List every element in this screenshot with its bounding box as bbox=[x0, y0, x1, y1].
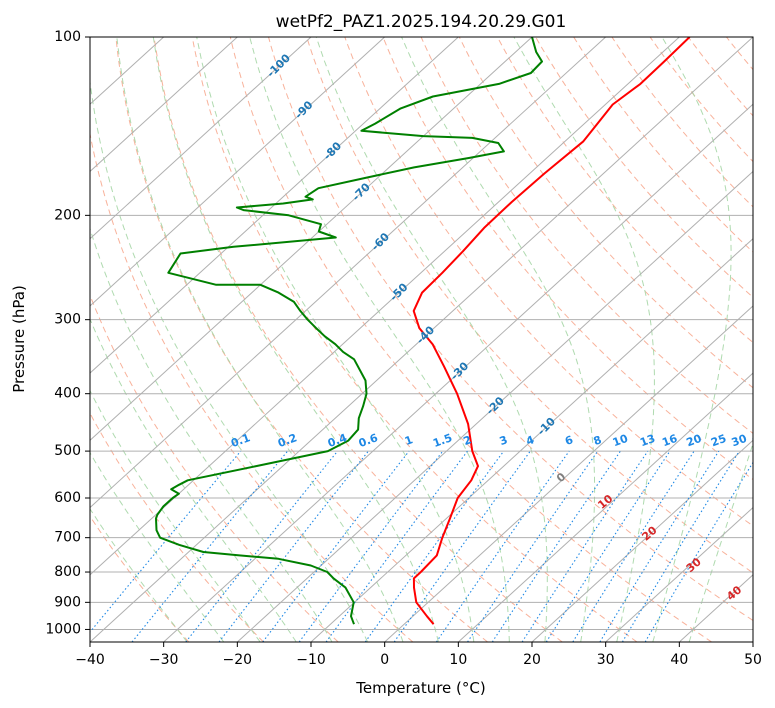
mixing-ratio-lines bbox=[90, 450, 753, 642]
mixing-ratio-line bbox=[545, 450, 671, 642]
x-tick-label: −40 bbox=[75, 652, 105, 668]
dry-adiabat-line bbox=[153, 37, 563, 642]
mixing-ratio-label: 16 bbox=[660, 432, 679, 450]
mixing-ratio-line bbox=[599, 450, 720, 642]
x-tick-label: −10 bbox=[296, 652, 326, 668]
x-tick-label: 50 bbox=[744, 652, 762, 668]
mixing-ratio-label: 30 bbox=[730, 432, 749, 450]
x-tick-label: 30 bbox=[597, 652, 615, 668]
dry-adiabat-line bbox=[458, 37, 753, 389]
plot-frame bbox=[89, 36, 754, 643]
y-tick-label: 900 bbox=[54, 594, 81, 610]
isotherm-line bbox=[90, 37, 607, 509]
dewpoint-profile-line bbox=[155, 37, 543, 625]
mixing-ratio-line bbox=[364, 450, 505, 642]
isotherm-line bbox=[90, 37, 238, 173]
mixing-ratio-label: 0.4 bbox=[326, 431, 349, 450]
mixing-ratio-label: 4 bbox=[524, 433, 536, 448]
isotherm-line bbox=[384, 305, 753, 642]
y-tick-label: 1000 bbox=[45, 621, 81, 637]
isotherm-line bbox=[457, 372, 753, 642]
mixing-ratio-line bbox=[393, 450, 531, 642]
mixing-ratio-line bbox=[467, 450, 599, 642]
x-tick-label: −30 bbox=[149, 652, 179, 668]
y-tick-label: 200 bbox=[54, 207, 81, 223]
mixing-ratio-line bbox=[621, 450, 740, 642]
mixing-ratio-line bbox=[572, 450, 695, 642]
mixing-ratio-line bbox=[185, 450, 339, 642]
dry-adiabat-line bbox=[306, 37, 753, 574]
mixing-ratio-line bbox=[90, 450, 242, 633]
x-tick-label: −20 bbox=[223, 652, 253, 668]
y-tick-label: 300 bbox=[54, 312, 81, 328]
mixing-ratio-label: 2 bbox=[462, 433, 474, 448]
isotherm-line bbox=[310, 237, 753, 642]
dry-adiabat-line bbox=[90, 412, 264, 642]
dry-adiabat-line bbox=[573, 37, 753, 253]
mixing-ratio-label: 20 bbox=[685, 432, 704, 450]
y-tick-label: 700 bbox=[54, 530, 81, 546]
x-tick-label: 20 bbox=[523, 652, 541, 668]
moist-adiabat-line bbox=[315, 37, 548, 642]
mixing-ratio-label: 0.1 bbox=[229, 431, 252, 450]
dry-adiabat-line bbox=[496, 37, 753, 344]
sounding-series bbox=[155, 37, 691, 625]
isotherm-line bbox=[605, 506, 753, 642]
x-tick-label: 40 bbox=[670, 652, 688, 668]
y-axis: 100 200 300 400 500 600 700 800 900 1000 bbox=[45, 29, 90, 637]
mixing-ratio-label: 10 bbox=[611, 432, 630, 450]
x-axis: −40 −30 −20 −10 0 10 20 30 40 50 bbox=[75, 642, 762, 668]
isotherm-line bbox=[90, 37, 312, 240]
dry-adiabat-line bbox=[229, 37, 712, 642]
isotherm-line bbox=[531, 439, 753, 642]
mixing-ratio-label: 1.5 bbox=[431, 431, 454, 450]
y-tick-label: 800 bbox=[54, 564, 81, 580]
dry-adiabat-line bbox=[382, 37, 753, 481]
temperature-profile-line bbox=[412, 37, 691, 625]
mixing-ratio-label: 13 bbox=[638, 432, 657, 449]
dry-adiabat-line bbox=[344, 37, 753, 527]
x-tick-label: 0 bbox=[380, 652, 389, 668]
mixing-ratio-line bbox=[644, 461, 753, 642]
moist-adiabat-line bbox=[90, 227, 333, 642]
mixing-ratio-line bbox=[262, 450, 410, 642]
dry-adiabat-line bbox=[649, 37, 753, 163]
isotherm-line bbox=[90, 37, 753, 642]
mixing-ratio-label: 0.6 bbox=[357, 431, 380, 450]
y-tick-label: 100 bbox=[54, 29, 81, 45]
isotherm-line bbox=[90, 37, 680, 576]
isotherm-line bbox=[90, 37, 459, 374]
mixing-ratio-label: 36 bbox=[751, 432, 770, 450]
x-axis-title: Temperature (°C) bbox=[355, 679, 485, 697]
mixing-ratio-label: 0.2 bbox=[276, 431, 299, 450]
y-tick-label: 400 bbox=[54, 386, 81, 402]
dry-adiabat-line bbox=[115, 37, 488, 642]
y-axis-title: Pressure (hPa) bbox=[10, 285, 28, 393]
plot-area: -100-90-80-70-60-50-40-30-20-100.1 0.2 0.4… bbox=[89, 36, 770, 643]
y-tick-label: 600 bbox=[54, 490, 81, 506]
isotherm-line bbox=[90, 37, 386, 307]
mixing-ratio-label: 25 bbox=[709, 432, 728, 449]
isotherm-line bbox=[163, 103, 753, 642]
mixing-ratio-label: 8 bbox=[592, 433, 604, 448]
isotherm-line bbox=[90, 37, 533, 442]
mixing-ratio-line bbox=[131, 450, 289, 642]
mixing-ratio-label: 3 bbox=[498, 433, 510, 448]
moist-adiabat-line bbox=[249, 37, 510, 642]
chart-title: wetPf2_PAZ1.2025.194.20.29.G01 bbox=[276, 12, 567, 32]
y-tick-label: 500 bbox=[54, 443, 81, 459]
x-tick-label: 10 bbox=[449, 652, 467, 668]
mixing-ratio-label: 1 bbox=[403, 433, 415, 448]
mixing-ratio-line bbox=[218, 450, 369, 642]
isotherms bbox=[90, 37, 753, 642]
dry-adiabat-line bbox=[90, 131, 414, 642]
dry-adiabat-line bbox=[191, 37, 638, 642]
dry-adiabat-line bbox=[90, 293, 339, 642]
mixing-ratio-label: 6 bbox=[563, 433, 575, 448]
isotherm-line bbox=[236, 170, 753, 642]
